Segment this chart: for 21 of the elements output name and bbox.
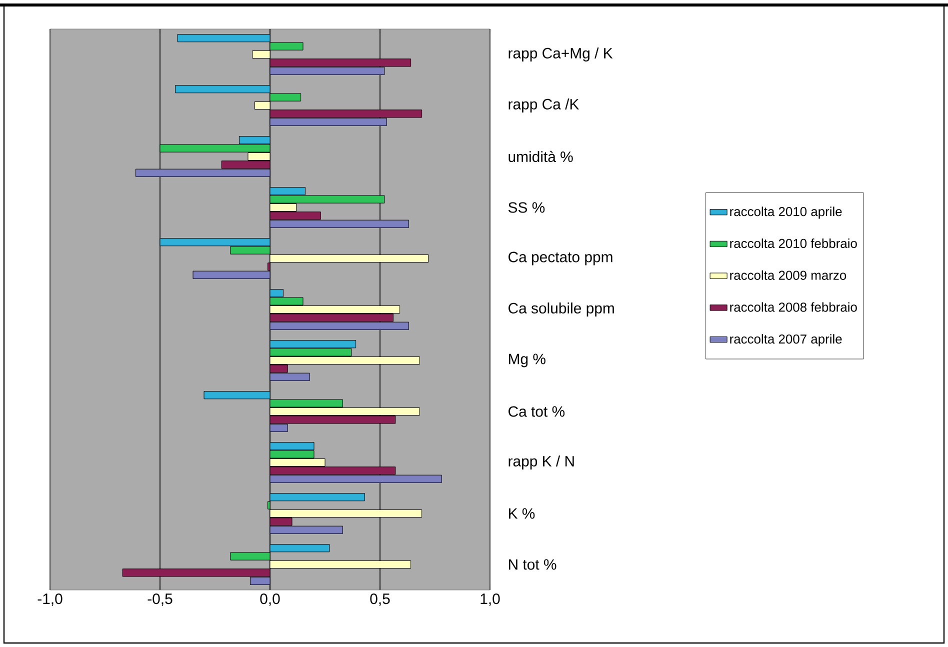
legend-label: raccolta 2007 aprile bbox=[730, 334, 842, 346]
legend-label: raccolta 2010 febbraio bbox=[730, 238, 857, 248]
y-tick-label: SS % bbox=[508, 202, 545, 213]
x-tick-label: -0,5 bbox=[148, 594, 172, 606]
x-tick-label: 1,0 bbox=[480, 594, 500, 606]
y-tick-label: rapp Ca+Mg / K bbox=[508, 48, 613, 62]
x-tick-label: -1,0 bbox=[38, 594, 62, 606]
y-tick-label: N tot % bbox=[509, 559, 556, 570]
y-tick-label: Ca tot % bbox=[508, 406, 565, 417]
y-tick-label: rapp Ca /K bbox=[508, 98, 580, 112]
y-tick-label: Ca solubile ppm bbox=[508, 302, 614, 316]
legend-label: raccolta 2009 marzo bbox=[730, 270, 846, 280]
y-tick-label: Ca pectato ppm bbox=[508, 252, 612, 266]
y-tick-label: umidità % bbox=[508, 150, 573, 162]
x-tick-label: 0,0 bbox=[260, 594, 280, 606]
x-tick-label: 0,5 bbox=[370, 594, 390, 606]
y-tick-label: Mg % bbox=[509, 354, 546, 368]
legend-label: raccolta 2010 aprile bbox=[730, 206, 842, 219]
y-tick-label: K % bbox=[509, 508, 535, 519]
legend-label: raccolta 2008 febbraio bbox=[730, 302, 857, 312]
y-tick-label: rapp K / N bbox=[508, 456, 574, 470]
